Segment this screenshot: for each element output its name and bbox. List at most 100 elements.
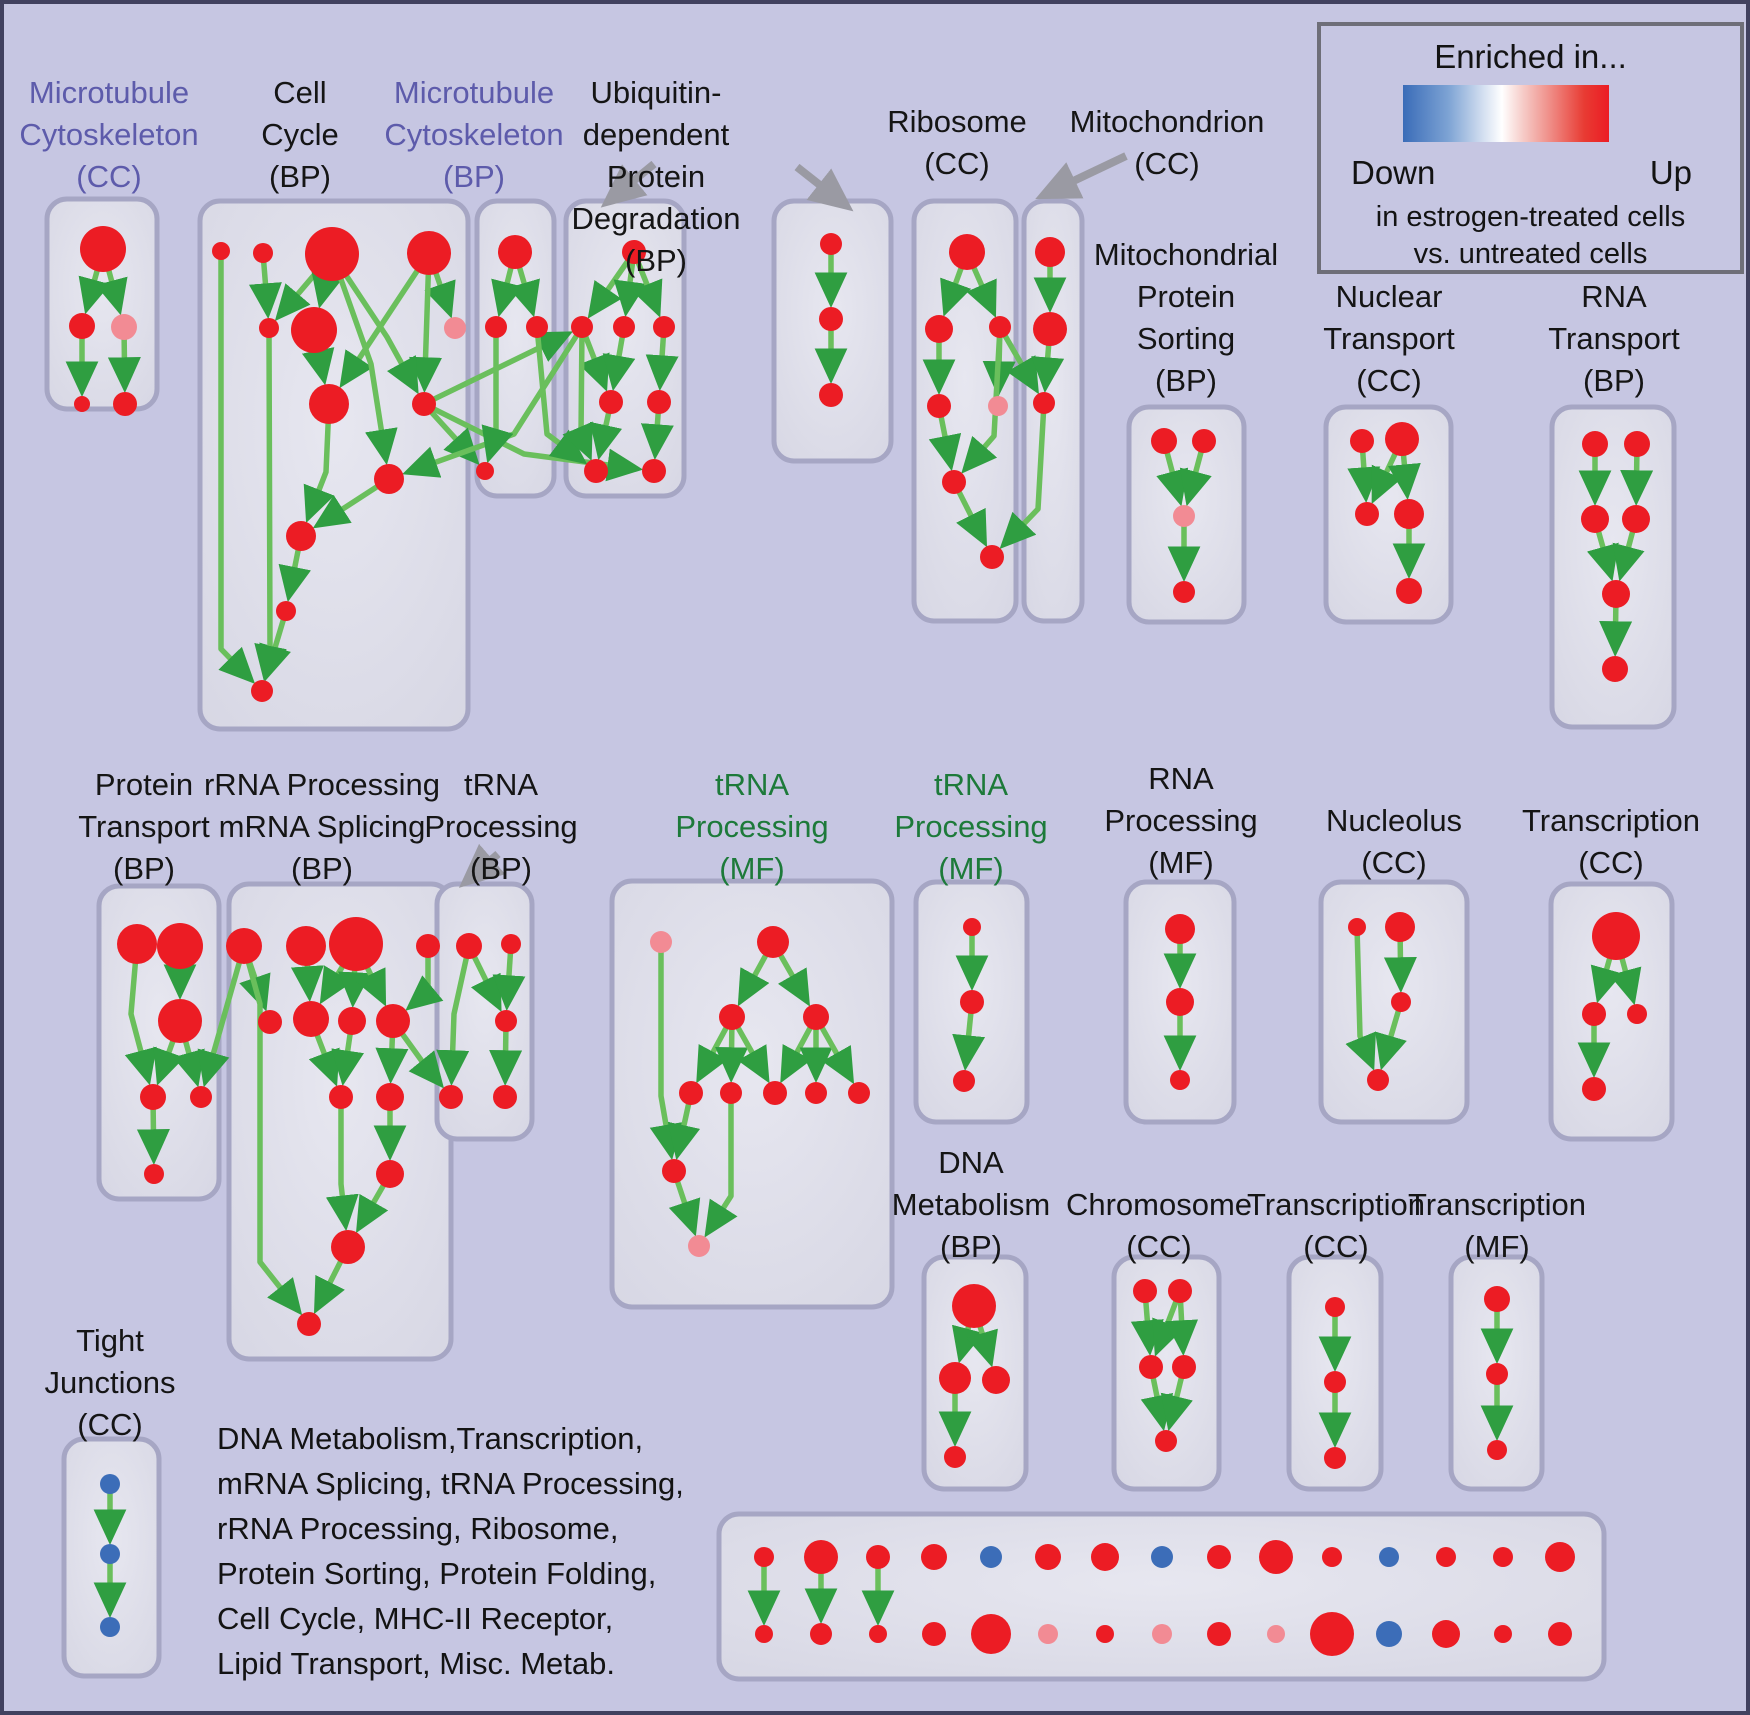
edge-arrow: [613, 262, 647, 318]
lbl-transcription-cc1-line: (CC): [1578, 845, 1644, 880]
go-node-red: [69, 313, 95, 339]
edge-arrow: [640, 412, 674, 461]
lbl-nuclear-transport-line: Nuclear: [1335, 279, 1443, 314]
go-node-red: [757, 926, 789, 958]
edge-arrow: [715, 1028, 749, 1084]
go-node-red: [376, 1004, 410, 1038]
go-node-red: [803, 1004, 829, 1030]
lbl-cell-cycle-line: (BP): [268, 159, 331, 194]
edge-arrow: [218, 259, 256, 684]
go-node-red: [754, 1547, 774, 1567]
edge-arrow: [338, 277, 398, 466]
go-node-red: [253, 243, 273, 263]
go-node-red: [679, 1081, 703, 1105]
go-node-red: [647, 390, 671, 414]
lbl-transcription-cc1-line: Transcription: [1521, 803, 1701, 838]
go-node-red: [1207, 1545, 1231, 1569]
lbl-ubiquitin-line: (BP): [625, 243, 687, 278]
go-node-red: [117, 924, 157, 964]
go-node-red: [407, 231, 451, 275]
go-node-red: [662, 1159, 686, 1183]
go-node-red: [291, 307, 337, 353]
legend-box: Enriched in... Down Up in estrogen-treat…: [1317, 22, 1744, 274]
go-node-red: [297, 1312, 321, 1336]
go-node-pink: [1038, 1624, 1058, 1644]
lbl-ubiquitin-line: Protein: [606, 159, 706, 194]
go-node-red: [939, 1362, 971, 1394]
go-node-red: [1396, 578, 1422, 604]
edge-arrow: [966, 266, 997, 318]
go-node-red: [113, 392, 137, 416]
lbl-dna-metabolism: DNA Metabolism (BP): [892, 1142, 1051, 1268]
edge-arrow: [424, 271, 456, 319]
go-node-red: [1627, 1004, 1647, 1024]
lbl-cell-cycle: Cell Cycle (BP): [261, 72, 339, 198]
edge-arrow: [338, 969, 372, 1009]
go-node-red: [190, 1086, 212, 1108]
go-node-red: [439, 1085, 463, 1109]
lbl-mito-protein-sorting: Mitochondrial Protein Sorting (BP): [1094, 234, 1278, 402]
edge-arrow: [1031, 344, 1065, 394]
lbl-dna-metabolism-line: DNA: [938, 1145, 1004, 1180]
go-node-red: [805, 1082, 827, 1104]
go-node-red: [622, 240, 646, 264]
lbl-ribosome: Ribosome (CC): [887, 101, 1027, 185]
go-node-red: [376, 1160, 404, 1188]
edge-arrow: [999, 412, 1047, 550]
edge-arrow: [1609, 957, 1642, 1006]
edge-arrow: [777, 953, 811, 1007]
go-node-red: [329, 917, 383, 971]
go-node-red: [74, 396, 90, 412]
go-node-red: [485, 316, 507, 338]
edge-arrow: [274, 272, 318, 322]
edge-arrow: [489, 1030, 523, 1087]
go-node-red: [1545, 1542, 1575, 1572]
edge-arrow: [780, 1026, 813, 1084]
edge-arrow: [1347, 451, 1381, 504]
edge-arrow: [1165, 1301, 1199, 1357]
misc-text-line: DNA Metabolism,Transcription,: [217, 1421, 644, 1456]
lbl-microtubule-bp: Microtubule Cytoskeleton (BP): [384, 72, 563, 198]
lbl-trna-processing-mf1: tRNA Processing (MF): [675, 764, 828, 890]
edge-arrow: [704, 1103, 738, 1238]
edge-arrow: [245, 961, 303, 1316]
edge-arrow: [735, 1026, 770, 1084]
go-node-red: [1350, 429, 1374, 453]
edge-arrow: [966, 1325, 998, 1368]
go-node-red: [1033, 392, 1055, 414]
lbl-nucleolus-line: Nucleolus: [1325, 803, 1463, 838]
go-node-red: [971, 1614, 1011, 1654]
lbl-chromosome-line: Chromosome: [1065, 1187, 1253, 1222]
lbl-protein-transport: Protein Transport (BP): [78, 764, 210, 890]
lbl-microtubule-bp-line: (BP): [443, 159, 505, 194]
go-node-red: [1602, 656, 1628, 682]
go-node-red: [276, 601, 296, 621]
go-node-red: [949, 234, 985, 270]
misc-annotation-text: DNA Metabolism,Transcription, mRNA Splici…: [217, 1416, 684, 1686]
go-node-red: [982, 1366, 1010, 1394]
edge-arrow: [492, 952, 526, 1012]
go-node-red: [259, 318, 279, 338]
go-node-blue: [1379, 1547, 1399, 1567]
edge-arrow: [649, 952, 683, 1161]
lbl-tight-junctions-line: Junctions: [44, 1365, 176, 1400]
lbl-transcription-cc2: Transcription (CC): [1247, 1184, 1425, 1268]
lbl-microtubule-cc: Microtubule Cytoskeleton (CC): [19, 72, 198, 198]
go-node-red: [293, 1001, 329, 1037]
lbl-ribosome-line: (CC): [924, 146, 990, 181]
go-node-red: [412, 392, 436, 416]
lbl-rna-transport-line: (BP): [1582, 363, 1645, 398]
go-node-red: [495, 1010, 517, 1032]
go-node-red: [338, 1007, 366, 1035]
go-node-red: [1035, 1544, 1061, 1570]
edge-arrow: [278, 549, 311, 603]
edge-arrow: [290, 964, 324, 1003]
edge-arrow: [562, 336, 593, 461]
go-node-red: [810, 1623, 832, 1645]
lbl-tight-junctions-line: (CC): [77, 1407, 143, 1442]
lbl-rna-processing-mf-line: RNA: [1148, 761, 1214, 796]
go-node-red: [526, 316, 548, 338]
edge-arrow: [578, 335, 610, 392]
edge-arrow: [197, 961, 242, 1088]
go-node-red: [1133, 1279, 1157, 1303]
